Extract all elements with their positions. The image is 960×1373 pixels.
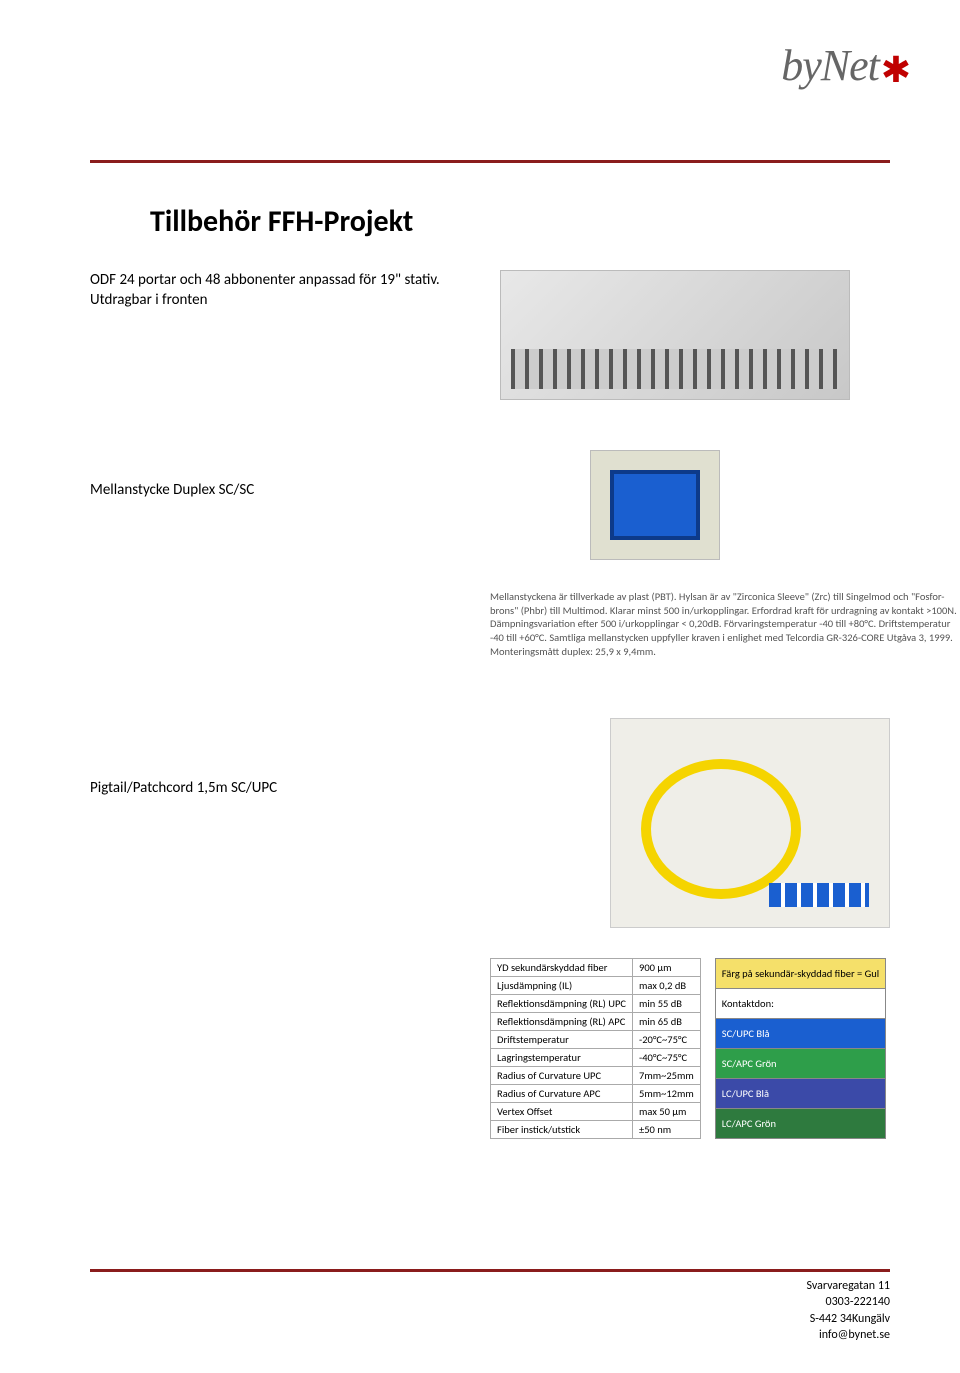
pigtail-text: Pigtail/Patchcord 1,5m SC/UPC [90,718,430,798]
table-row: YD sekundärskyddad fiber900 µm [491,959,701,977]
spec-value: max 0,2 dB [633,977,701,995]
spec-value: -20°C~75°C [633,1031,701,1049]
spec-param: Reflektionsdämpning (RL) APC [491,1013,633,1031]
spec-tables: YD sekundärskyddad fiber900 µmLjusdämpni… [490,958,890,1139]
spec-value: max 50 µm [633,1103,701,1121]
color-kontakt: Kontaktdon: [715,989,885,1019]
logo-text: byNet [781,41,879,90]
adapter-spec-text: Mellanstyckena är tillverkade av plast (… [490,590,960,658]
adapter-text: Mellanstycke Duplex SC/SC [90,450,470,500]
spec-table: YD sekundärskyddad fiber900 µmLjusdämpni… [490,958,701,1139]
table-row: Radius of Curvature UPC7mm~25mm [491,1067,701,1085]
color-header: Färg på sekundär-skyddad fiber = Gul [715,959,885,989]
spec-param: YD sekundärskyddad fiber [491,959,633,977]
footer-phone: 0303-222140 [90,1294,890,1310]
footer-email: info@bynet.se [90,1327,890,1343]
footer: Svarvaregatan 11 0303-222140 S-442 34Kun… [90,1269,890,1343]
spec-param: Fiber instick/utstick [491,1121,633,1139]
spec-value: 900 µm [633,959,701,977]
spec-param: Lagringstemperatur [491,1049,633,1067]
pigtail-image [610,718,890,928]
color-table: Färg på sekundär-skyddad fiber = Gul Kon… [715,958,886,1139]
table-row: Ljusdämpning (IL)max 0,2 dB [491,977,701,995]
footer-addr: Svarvaregatan 11 [90,1278,890,1294]
odf-text: ODF 24 portar och 48 abbonenter anpassad… [90,270,470,311]
product-odf: ODF 24 portar och 48 abbonenter anpassad… [90,270,890,400]
product-adapter: Mellanstycke Duplex SC/SC [90,450,890,560]
footer-city: S-442 34Kungälv [90,1311,890,1327]
spec-param: Radius of Curvature APC [491,1085,633,1103]
spec-param: Ljusdämpning (IL) [491,977,633,995]
color-scapc: SC/APC Grön [715,1049,885,1079]
spec-param: Driftstemperatur [491,1031,633,1049]
logo: byNet✱ [781,40,910,91]
logo-star-icon: ✱ [881,49,910,91]
header: byNet✱ [90,80,890,150]
odf-image [500,270,850,400]
color-scupc: SC/UPC Blå [715,1019,885,1049]
color-lcupc: LC/UPC Blå [715,1079,885,1109]
table-row: Vertex Offsetmax 50 µm [491,1103,701,1121]
table-row: Reflektionsdämpning (RL) APCmin 65 dB [491,1013,701,1031]
adapter-image [590,450,720,560]
page-title: Tillbehör FFH-Projekt [150,203,890,240]
color-lcapc: LC/APC Grön [715,1109,885,1139]
table-row: Fiber instick/utstick±50 nm [491,1121,701,1139]
spec-value: ±50 nm [633,1121,701,1139]
spec-value: 5mm~12mm [633,1085,701,1103]
spec-value: 7mm~25mm [633,1067,701,1085]
spec-value: -40°C~75°C [633,1049,701,1067]
spec-param: Reflektionsdämpning (RL) UPC [491,995,633,1013]
spec-param: Vertex Offset [491,1103,633,1121]
table-row: Reflektionsdämpning (RL) UPCmin 55 dB [491,995,701,1013]
table-row: Radius of Curvature APC5mm~12mm [491,1085,701,1103]
table-row: Lagringstemperatur-40°C~75°C [491,1049,701,1067]
product-pigtail: Pigtail/Patchcord 1,5m SC/UPC [90,718,890,928]
bottom-rule [90,1269,890,1272]
spec-value: min 65 dB [633,1013,701,1031]
spec-param: Radius of Curvature UPC [491,1067,633,1085]
spec-value: min 55 dB [633,995,701,1013]
table-row: Driftstemperatur-20°C~75°C [491,1031,701,1049]
top-rule [90,160,890,163]
